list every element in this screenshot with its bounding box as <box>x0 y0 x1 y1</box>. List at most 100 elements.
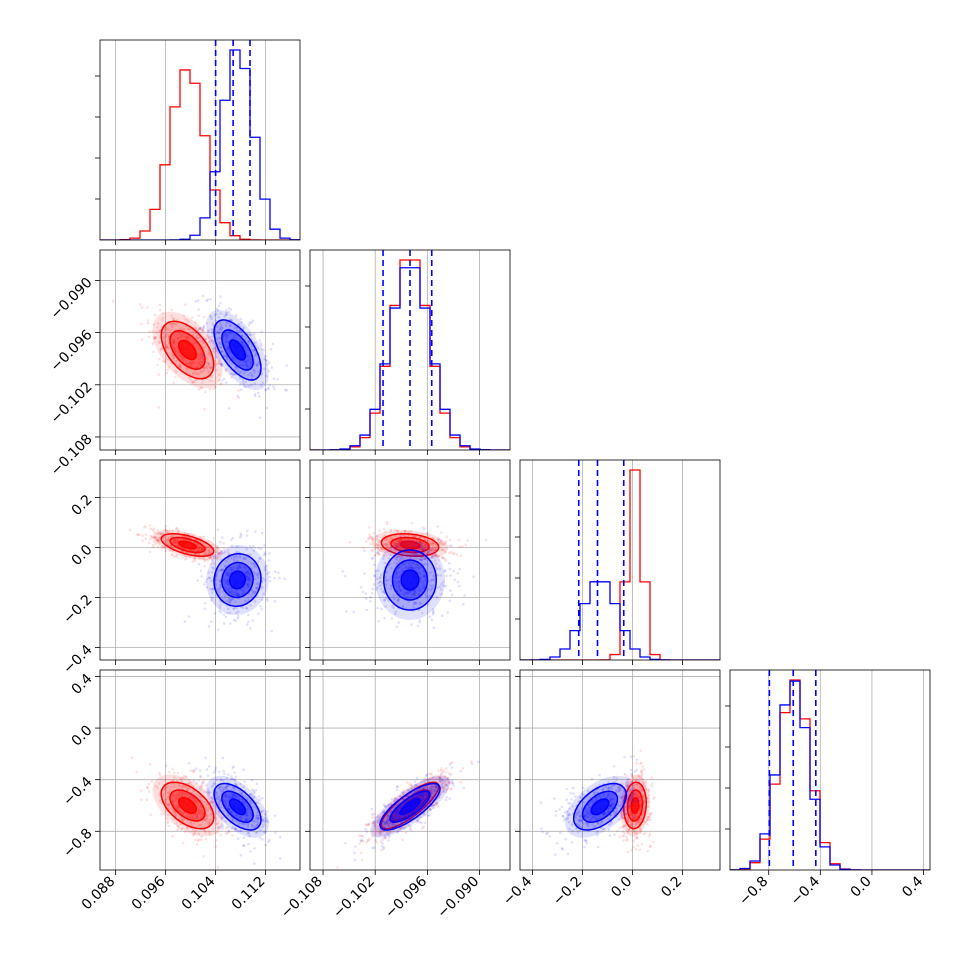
scatter-point <box>619 812 623 815</box>
scatter-point <box>250 793 254 797</box>
scatter-point <box>412 592 415 595</box>
scatter-point <box>408 788 411 792</box>
scatter-point <box>199 364 203 368</box>
scatter-point <box>278 857 282 860</box>
scatter-point <box>247 578 250 581</box>
scatter-point <box>395 814 399 818</box>
density-contour <box>383 549 437 611</box>
scatter-point <box>626 783 629 787</box>
scatter-point <box>439 780 442 783</box>
scatter-point <box>169 322 173 325</box>
scatter-point <box>254 788 258 792</box>
scatter-point <box>397 581 400 584</box>
scatter-point <box>253 825 257 828</box>
scatter-point <box>638 785 642 788</box>
scatter-point <box>420 794 424 797</box>
scatter-point <box>552 797 556 800</box>
scatter-point <box>195 816 198 819</box>
scatter-point <box>176 792 180 796</box>
scatter-point <box>407 782 411 785</box>
scatter-point <box>146 321 150 325</box>
scatter-point <box>421 580 425 584</box>
scatter-point <box>173 811 177 814</box>
scatter-point <box>256 813 259 817</box>
scatter-point <box>202 354 205 357</box>
scatter-point <box>421 548 424 551</box>
scatter-point <box>400 826 403 830</box>
scatter-point <box>642 781 645 785</box>
scatter-point <box>621 834 624 838</box>
scatter-point <box>396 785 400 788</box>
scatter-point <box>185 827 189 830</box>
scatter-point <box>382 549 386 552</box>
scatter-point <box>359 585 363 589</box>
scatter-point <box>620 813 624 817</box>
scatter-point <box>173 538 177 542</box>
scatter-point <box>216 552 220 556</box>
scatter-point <box>262 553 266 557</box>
scatter-point <box>561 847 564 851</box>
scatter-point <box>567 801 570 805</box>
scatter-point <box>156 539 160 543</box>
scatter-point <box>239 588 243 591</box>
scatter-point <box>181 788 184 791</box>
scatter-point <box>635 830 639 834</box>
scatter-point <box>394 810 398 814</box>
scatter-point <box>433 789 437 793</box>
scatter-point <box>248 793 252 796</box>
scatter-point <box>398 816 402 819</box>
scatter-point <box>382 846 386 849</box>
scatter-point <box>237 797 241 801</box>
scatter-point <box>431 536 435 540</box>
scatter-point <box>394 824 397 827</box>
scatter-point <box>639 761 643 764</box>
scatter-point <box>184 776 187 779</box>
scatter-point <box>466 539 469 542</box>
scatter-point <box>225 321 228 325</box>
scatter-point <box>381 590 384 593</box>
scatter-point <box>377 552 380 555</box>
scatter-point <box>192 341 195 345</box>
scatter-point <box>632 754 636 758</box>
scatter-point <box>170 308 173 312</box>
scatter-point <box>388 825 391 828</box>
scatter-point <box>399 535 403 538</box>
scatter-point <box>353 851 356 855</box>
scatter-point <box>209 562 213 566</box>
scatter-point <box>243 345 246 349</box>
scatter-point <box>429 542 432 546</box>
scatter-point <box>234 775 238 779</box>
scatter-point <box>439 588 443 591</box>
scatter-point <box>629 780 633 784</box>
scatter-point <box>225 357 229 360</box>
scatter-point <box>258 395 261 398</box>
scatter-point <box>223 353 226 356</box>
scatter-point <box>227 407 231 410</box>
scatter-point <box>445 574 448 578</box>
scatter-point <box>427 551 430 555</box>
scatter-point <box>192 340 195 344</box>
scatter-point <box>220 816 224 819</box>
scatter-point <box>164 764 168 767</box>
scatter-point <box>221 568 225 572</box>
scatter-point <box>630 822 634 825</box>
scatter-point <box>219 295 222 298</box>
scatter-point <box>226 599 229 603</box>
scatter-point <box>564 837 567 841</box>
scatter-point <box>383 550 387 553</box>
scatter-point <box>224 795 227 798</box>
scatter-point <box>202 324 206 328</box>
scatter-point <box>619 788 622 791</box>
scatter-point <box>383 821 387 824</box>
scatter-point <box>253 382 257 385</box>
scatter-point <box>411 810 415 814</box>
scatter-point <box>629 813 632 816</box>
scatter-point <box>188 795 191 799</box>
scatter-point <box>373 822 376 825</box>
scatter-point <box>207 625 211 628</box>
scatter-point <box>411 562 415 565</box>
scatter-point <box>273 599 277 603</box>
scatter-point <box>221 779 225 782</box>
scatter-point <box>226 580 229 583</box>
scatter-point <box>594 818 598 821</box>
